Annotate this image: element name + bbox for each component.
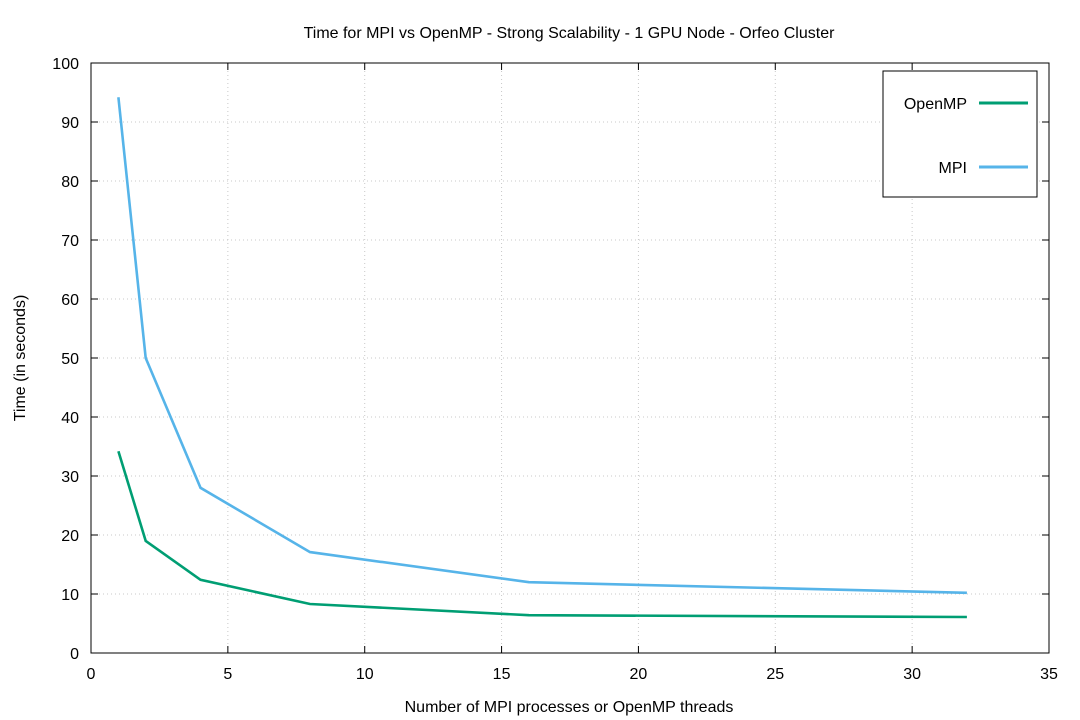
y-tick-label: 50 xyxy=(61,351,79,368)
legend-box xyxy=(882,70,1038,198)
legend: OpenMP MPI xyxy=(882,70,1038,198)
y-tick-label: 70 xyxy=(61,233,79,250)
y-tick-label: 20 xyxy=(61,528,79,545)
y-tick-label: 10 xyxy=(61,587,79,604)
y-tick-label: 80 xyxy=(61,174,79,191)
x-tick-label: 25 xyxy=(766,666,784,683)
x-tick-label: 10 xyxy=(356,666,374,683)
x-tick-label: 30 xyxy=(903,666,921,683)
x-tick-label: 20 xyxy=(630,666,648,683)
series-lines xyxy=(117,97,967,619)
y-tick-label: 90 xyxy=(61,115,79,132)
y-axis-label: Time (in seconds) xyxy=(12,295,29,422)
y-tick-label: 40 xyxy=(61,410,79,427)
y-tick-label: 0 xyxy=(70,646,79,663)
series-line-openmp xyxy=(117,450,967,619)
x-tick-label: 15 xyxy=(493,666,511,683)
chart-title: Time for MPI vs OpenMP - Strong Scalabil… xyxy=(304,25,836,42)
y-tick-label: 60 xyxy=(61,292,79,309)
axis-ticks: 0 10 20 30 40 50 60 70 80 90 100 0 5 10 15 20 25 30 35 xyxy=(52,56,1058,683)
x-tick-label: 35 xyxy=(1040,666,1058,683)
x-axis-label: Number of MPI processes or OpenMP thread… xyxy=(405,699,734,716)
series-line-mpi xyxy=(117,97,967,595)
y-tick-label: 100 xyxy=(52,56,79,73)
x-tick-label: 5 xyxy=(223,666,232,683)
legend-label-openmp: OpenMP xyxy=(904,96,967,113)
legend-label-mpi: MPI xyxy=(939,160,967,177)
y-tick-label: 30 xyxy=(61,469,79,486)
x-tick-label: 0 xyxy=(87,666,96,683)
